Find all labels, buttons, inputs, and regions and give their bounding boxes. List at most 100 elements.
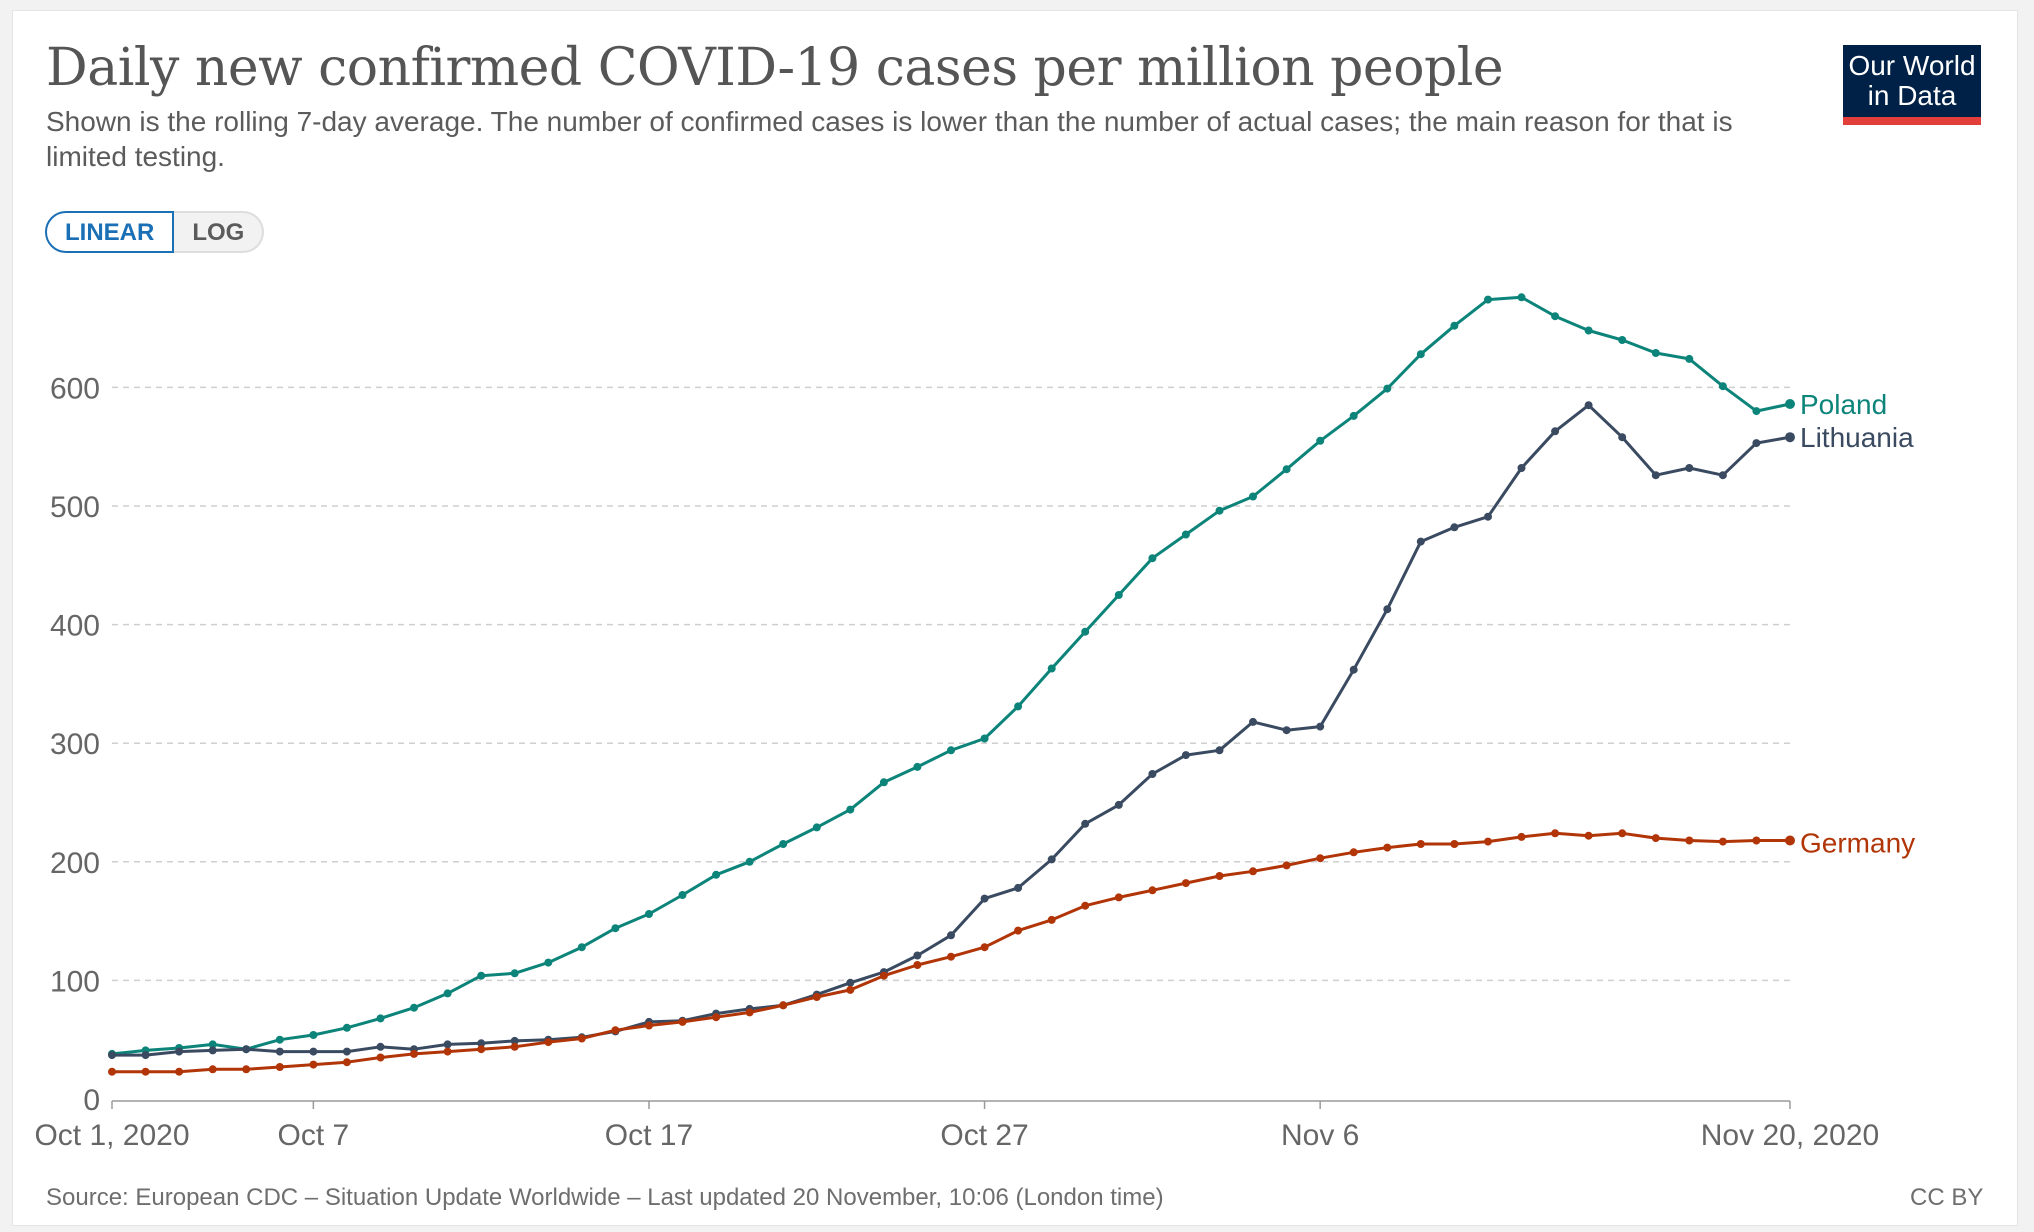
data-point — [1752, 407, 1761, 416]
data-point — [477, 1039, 486, 1048]
data-point — [611, 924, 620, 933]
data-point — [1047, 664, 1056, 673]
data-point — [947, 746, 955, 755]
data-point — [1450, 321, 1459, 330]
data-point — [879, 971, 888, 980]
data-point — [1785, 432, 1795, 443]
y-tick-label: 100 — [50, 965, 100, 998]
data-point — [846, 805, 855, 814]
data-point — [812, 823, 821, 832]
data-point — [1148, 554, 1157, 563]
data-point — [678, 1017, 687, 1026]
log-scale-button[interactable]: LOG — [174, 211, 265, 253]
data-point — [1114, 893, 1123, 902]
license-link[interactable]: CC BY — [1910, 1184, 1984, 1211]
data-point — [745, 1008, 754, 1017]
data-point — [913, 762, 922, 771]
data-point — [376, 1053, 385, 1062]
source-note[interactable]: Source: European CDC – Situation Update … — [46, 1184, 1164, 1211]
data-point — [1685, 464, 1694, 472]
series-label-lithuania: Lithuania — [1800, 422, 1914, 453]
data-point — [779, 1001, 788, 1010]
data-point — [678, 891, 687, 899]
data-point — [1450, 840, 1459, 848]
data-point — [208, 1065, 217, 1074]
data-point — [1618, 433, 1627, 442]
data-point — [242, 1045, 251, 1054]
data-point — [544, 1038, 553, 1047]
data-point — [1114, 591, 1123, 599]
data-point — [1349, 665, 1358, 674]
y-tick-label: 500 — [50, 491, 100, 524]
data-point — [1651, 349, 1660, 357]
data-point — [410, 1003, 418, 1012]
data-point — [1484, 512, 1492, 521]
linear-scale-button[interactable]: LINEAR — [45, 211, 175, 253]
data-point — [275, 1035, 284, 1044]
data-point — [208, 1040, 217, 1049]
x-tick-label: Oct 1, 2020 — [34, 1119, 189, 1152]
data-point — [208, 1046, 217, 1055]
data-point — [1551, 427, 1560, 436]
data-point — [1785, 835, 1795, 846]
data-point — [1181, 751, 1190, 760]
axis-layer: 0 100 200 300 400 500 600 Oct 1, 2020 Oct 7 Oct 1… — [34, 372, 1879, 1152]
data-point — [980, 894, 989, 903]
data-point — [1517, 832, 1526, 841]
data-point — [712, 1013, 721, 1022]
y-tick-label: 0 — [83, 1084, 100, 1117]
logo-line-2: in Data — [1867, 80, 1957, 111]
data-point — [510, 1042, 519, 1051]
data-point — [242, 1065, 251, 1074]
data-point — [1517, 293, 1526, 302]
data-point — [275, 1047, 284, 1056]
data-point — [1651, 834, 1660, 843]
data-point — [1215, 506, 1224, 515]
owid-logo[interactable]: Our World in Data — [1843, 45, 1981, 125]
data-point — [1249, 492, 1257, 501]
data-point — [309, 1031, 318, 1039]
data-point — [175, 1047, 184, 1056]
data-point — [913, 961, 922, 969]
x-tick-label: Oct 7 — [278, 1119, 350, 1152]
data-point — [1416, 840, 1425, 848]
data-point — [1484, 295, 1492, 304]
data-point — [577, 1034, 586, 1043]
data-point — [1181, 530, 1190, 539]
data-point — [1014, 883, 1023, 892]
data-point — [1282, 726, 1291, 735]
data-point — [947, 952, 955, 961]
data-point — [1416, 350, 1425, 359]
data-point — [376, 1042, 385, 1051]
data-point — [1282, 861, 1291, 870]
data-point — [1282, 465, 1291, 474]
data-point — [645, 910, 653, 918]
series-label-germany: Germany — [1800, 827, 1915, 858]
data-point — [980, 734, 989, 743]
data-point — [1517, 464, 1526, 472]
scale-toggle: LINEAR LOG — [45, 211, 265, 253]
data-point — [1416, 537, 1425, 546]
data-point — [443, 1040, 452, 1049]
grid-layer — [112, 386, 1790, 982]
data-point — [1383, 384, 1392, 393]
data-point — [611, 1026, 620, 1035]
logo-line-1: Our World — [1848, 50, 1976, 81]
data-point — [645, 1021, 653, 1030]
data-point — [1618, 829, 1627, 838]
data-point — [477, 971, 486, 980]
data-point — [913, 951, 922, 960]
data-point — [879, 778, 888, 787]
data-point — [309, 1047, 318, 1056]
x-tick-label: Oct 27 — [940, 1119, 1028, 1152]
data-point — [1047, 915, 1056, 924]
data-point — [1349, 848, 1358, 857]
y-tick-label: 300 — [50, 728, 100, 761]
data-point — [1584, 831, 1593, 840]
data-point — [1584, 401, 1593, 410]
data-point — [846, 978, 855, 987]
chart-subtitle: Shown is the rolling 7-day average. The … — [46, 106, 1733, 172]
data-point — [1584, 326, 1593, 335]
data-point — [1249, 717, 1257, 726]
data-point — [309, 1060, 318, 1069]
